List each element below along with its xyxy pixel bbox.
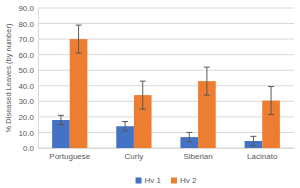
error-cap (140, 81, 146, 82)
y-tick: 70.0 (18, 35, 38, 44)
y-tick-label: 50.0 (18, 66, 34, 75)
error-cap (140, 109, 146, 110)
error-bars (76, 25, 274, 114)
y-tick: 20.0 (18, 113, 38, 122)
error-stem (142, 81, 143, 109)
legend-label: Hv 2 (180, 176, 197, 185)
y-tick-label: 20.0 (18, 113, 34, 122)
y-tick: 90.0 (18, 4, 38, 13)
error-cap (122, 121, 128, 122)
error-stem (271, 87, 272, 115)
y-tick: 50.0 (18, 66, 38, 75)
y-tick-label: 30.0 (18, 97, 34, 106)
error-bars (58, 115, 256, 145)
y-tick-label: 90.0 (18, 4, 34, 13)
error-stem (60, 115, 61, 124)
error-bar (186, 132, 192, 141)
error-cap (186, 132, 192, 133)
x-axis: Portuguese Curly Siberian Lacinato (39, 148, 295, 161)
grid-line (38, 23, 294, 24)
error-bar (122, 122, 128, 131)
y-axis-line (38, 9, 39, 149)
legend-label: Hv 1 (145, 176, 162, 185)
error-cap (250, 145, 256, 146)
error-cap (76, 25, 82, 26)
y-tick: 10.0 (18, 129, 38, 138)
error-stem (189, 132, 190, 141)
error-cap (186, 141, 192, 142)
legend: Hv 1 Hv 2 (136, 176, 197, 185)
legend-item: Hv 1 (136, 176, 162, 185)
error-bar (76, 25, 82, 53)
error-cap (268, 86, 274, 87)
error-bar (250, 136, 256, 145)
error-cap (204, 67, 210, 68)
x-tick-label: Siberian (183, 152, 212, 161)
marks (52, 25, 280, 148)
y-axis: 0.0 10.0 20.0 30.0 40.0 50.0 60.0 70.0 80.0 90.0 (18, 4, 38, 153)
x-tick: Curly (125, 148, 144, 161)
y-tick-label: 60.0 (18, 51, 34, 60)
error-cap (58, 124, 64, 125)
legend-item: Hv 2 (171, 176, 197, 185)
error-stem (125, 122, 126, 131)
y-tick-label: 80.0 (18, 20, 34, 29)
y-tick-label: 0.0 (23, 144, 35, 153)
error-cap (76, 53, 82, 54)
error-cap (204, 95, 210, 96)
error-cap (250, 136, 256, 137)
error-stem (78, 25, 79, 53)
y-tick-label: 40.0 (18, 82, 34, 91)
bar (52, 120, 70, 148)
plot: 0.0 10.0 20.0 30.0 40.0 50.0 60.0 70.0 80.0 90.0 P… (18, 4, 294, 161)
error-stem (206, 67, 207, 95)
error-bar (268, 87, 274, 115)
y-tick: 60.0 (18, 51, 38, 60)
error-cap (122, 130, 128, 131)
legend-swatch (136, 178, 142, 184)
y-tick-label: 70.0 (18, 35, 34, 44)
series (70, 39, 280, 148)
x-tick: Siberian (183, 148, 212, 161)
error-bar (58, 115, 64, 124)
bar (70, 39, 88, 148)
error-stem (253, 136, 254, 145)
x-tick: Portuguese (49, 148, 90, 161)
error-bar (140, 81, 146, 109)
y-tick: 0.0 (23, 144, 38, 153)
y-axis-title: % Diseased Leaves (by number) (4, 23, 13, 132)
legend-swatch (171, 178, 177, 184)
error-cap (58, 115, 64, 116)
error-bar (204, 67, 210, 95)
grid-line (38, 8, 294, 9)
grid (38, 8, 294, 148)
y-tick: 40.0 (18, 82, 38, 91)
error-cap (268, 114, 274, 115)
x-tick-label: Curly (125, 152, 144, 161)
chart: 0.0 10.0 20.0 30.0 40.0 50.0 60.0 70.0 80.0 90.0 P… (0, 0, 300, 188)
y-tick: 80.0 (18, 20, 38, 29)
x-tick: Lacinato (247, 148, 278, 161)
x-tick-label: Lacinato (247, 152, 278, 161)
y-tick: 30.0 (18, 97, 38, 106)
x-axis-line (39, 148, 295, 149)
y-tick-label: 10.0 (18, 129, 34, 138)
x-tick-label: Portuguese (49, 152, 90, 161)
